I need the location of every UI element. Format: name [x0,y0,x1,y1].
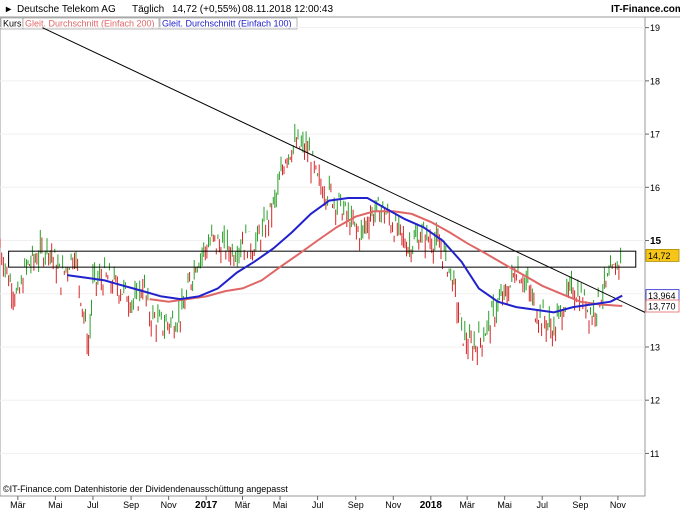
y-tick-label: 12 [650,396,660,406]
quote-label: 14,72 (+0,55%) [172,4,241,15]
x-tick-label: Jul [536,500,548,510]
x-tick-label: Nov [385,500,402,510]
trendline [42,27,646,313]
x-tick-label: Mai [48,500,63,510]
x-tick-label: Mai [497,500,512,510]
period-label: Täglich [132,4,164,15]
x-tick-label: Jul [87,500,99,510]
ma200-line [149,210,623,307]
plot-frame [0,16,646,497]
price-label: 14,72 [648,251,671,261]
y-tick-label: 13 [650,342,660,352]
y-tick-label: 15 [650,236,662,247]
x-tick-label: Jul [312,500,324,510]
y-tick-label: 17 [650,130,660,140]
footer-note: ©IT-Finance.com Datenhistorie der Divide… [3,484,288,494]
x-tick-label: Mär [235,500,251,510]
legend-ma200-box [22,17,160,30]
x-tick-label: Nov [161,500,178,510]
x-tick-label: Mai [273,500,288,510]
y-tick-label: 16 [650,183,660,193]
x-tick-label: Nov [610,500,627,510]
ma100-label: 13,964 [648,291,676,301]
x-tick-label: 2017 [195,500,218,510]
legend: Kurs Gleit. Durchschnitt (Einfach 200) G… [0,17,298,30]
grid [0,27,645,454]
x-tick-label: 2018 [420,500,443,510]
x-axis-ticks: Mär Mai Jul Sep Nov 2017 Mär Mai Jul Sep Nov 2018 Mä… [10,496,626,510]
legend-ma100-box [159,17,298,30]
y-axis-ticks: 111213141516171819 [645,23,662,459]
header-title: ▸ [5,4,12,15]
brand-label: IT-Finance.com [611,4,680,15]
datetime-label: 08.11.2018 12:00:43 [242,4,333,15]
price-label-box [645,249,680,262]
instrument-name: Deutsche Telekom AG [17,4,116,15]
header-bar [0,0,680,17]
legend-kurs: Kurs [3,19,22,29]
resistance-box [8,250,637,268]
y-tick-label: 19 [650,23,660,33]
ma100-line [66,197,623,314]
x-tick-label: Sep [572,500,588,510]
x-tick-label: Mär [459,500,475,510]
price-bars [0,123,622,366]
x-tick-label: Sep [123,500,139,510]
ma200-label: 13,770 [648,301,676,311]
legend-ma200: Gleit. Durchschnitt (Einfach 200) [25,19,155,29]
legend-ma100: Gleit. Durchschnitt (Einfach 100) [162,19,292,29]
x-tick-label: Mär [10,500,26,510]
x-tick-label: Sep [348,500,364,510]
y-tick-label: 11 [650,449,659,459]
y-tick-label: 18 [650,76,660,86]
overlays [8,27,646,314]
ma200-label-box [645,299,680,313]
